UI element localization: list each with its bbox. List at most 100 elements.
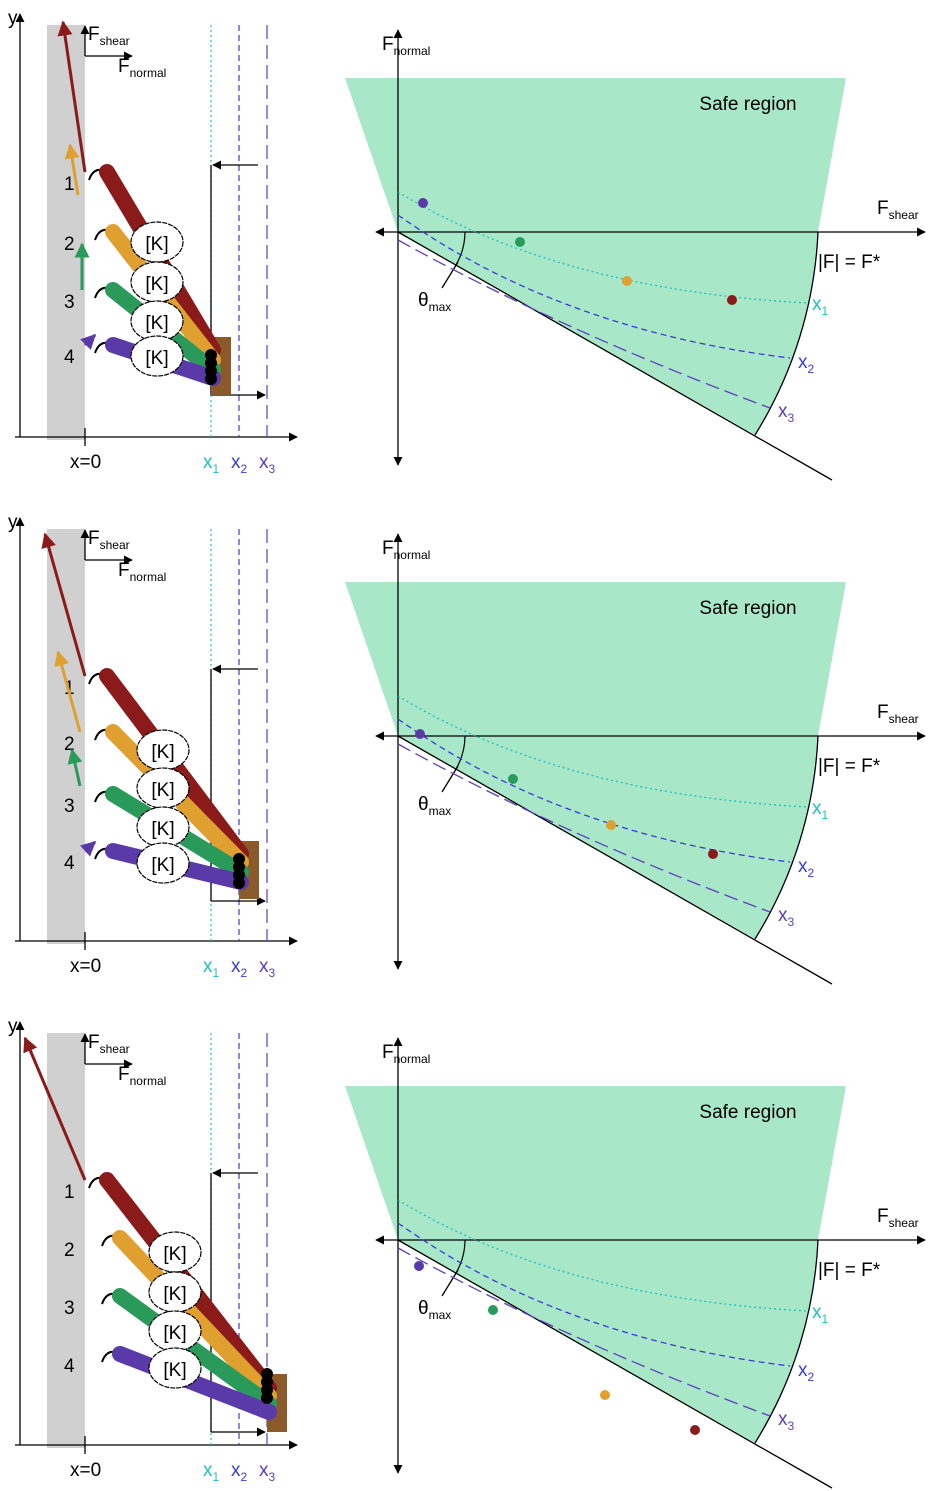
spring-label: [K] bbox=[163, 1360, 186, 1381]
joint bbox=[205, 373, 217, 385]
region-label: Safe region bbox=[699, 598, 796, 619]
shear-label-sub: shear bbox=[100, 1042, 130, 1056]
figure: yx=0FshearFnormalx1x2x31234[K][K][K][K]F… bbox=[0, 0, 931, 1491]
curve-label-main: x bbox=[812, 294, 822, 315]
shear-label-sub: shear bbox=[100, 538, 130, 552]
curve-label: x3 bbox=[778, 401, 795, 425]
shear-axis-label-main: F bbox=[877, 702, 889, 723]
leg-label: 3 bbox=[64, 292, 75, 313]
normal-label: Fnormal bbox=[118, 1064, 166, 1088]
panel: yx=0FshearFnormalx1x2x31234[K][K][K][K]F… bbox=[8, 512, 925, 984]
spring-label: [K] bbox=[151, 819, 174, 840]
force-point bbox=[622, 276, 632, 286]
position-label: x3 bbox=[259, 1460, 276, 1484]
angle-label-main: θ bbox=[418, 794, 429, 815]
joint bbox=[261, 1392, 273, 1404]
shear-axis-label-main: F bbox=[877, 198, 889, 219]
shear-axis-label-sub: shear bbox=[889, 1216, 919, 1230]
shear-axis-label: Fshear bbox=[877, 198, 919, 222]
curve-label-main: x bbox=[798, 856, 808, 877]
curve-label-main: x bbox=[812, 1302, 822, 1323]
normal-label-main: F bbox=[118, 56, 130, 77]
position-label: x1 bbox=[203, 452, 220, 476]
position-label-main: x bbox=[259, 956, 269, 977]
leg-label: 3 bbox=[64, 1298, 75, 1319]
angle-leader bbox=[442, 1270, 458, 1296]
force-point bbox=[418, 198, 428, 208]
leg-label: 2 bbox=[64, 234, 75, 255]
position-label-sub: 3 bbox=[269, 966, 276, 980]
position-label-sub: 2 bbox=[241, 462, 248, 476]
curve-label-main: x bbox=[798, 352, 808, 373]
angle-label-sub: max bbox=[429, 300, 452, 314]
origin-label: x=0 bbox=[70, 956, 101, 977]
curve-label: x2 bbox=[798, 352, 815, 376]
leg-label: 4 bbox=[64, 853, 75, 874]
curve-label: x3 bbox=[778, 1409, 795, 1433]
spring-label: [K] bbox=[145, 234, 168, 255]
normal-axis-label: Fnormal bbox=[382, 538, 430, 562]
position-label-sub: 1 bbox=[213, 1470, 220, 1484]
curve-label: x2 bbox=[798, 1360, 815, 1384]
normal-label-sub: normal bbox=[130, 1074, 167, 1088]
normal-label-main: F bbox=[118, 560, 130, 581]
region-label: Safe region bbox=[699, 1102, 796, 1123]
curve-label-main: x bbox=[778, 905, 788, 926]
position-label: x2 bbox=[231, 452, 248, 476]
position-label: x2 bbox=[231, 956, 248, 980]
position-label-main: x bbox=[203, 956, 213, 977]
angle-label-main: θ bbox=[418, 1298, 429, 1319]
position-label: x3 bbox=[259, 956, 276, 980]
curve-label-main: x bbox=[778, 401, 788, 422]
force-point bbox=[415, 729, 425, 739]
normal-axis-label-sub: normal bbox=[394, 1052, 431, 1066]
limit-label: |F| = F* bbox=[818, 1260, 881, 1281]
curve-label-sub: 1 bbox=[822, 808, 829, 822]
spring-label: [K] bbox=[163, 1284, 186, 1305]
shear-label: Fshear bbox=[88, 528, 130, 552]
normal-axis-label-main: F bbox=[382, 34, 394, 55]
shear-axis-label-sub: shear bbox=[889, 712, 919, 726]
shear-axis-label: Fshear bbox=[877, 702, 919, 726]
normal-label-sub: normal bbox=[130, 66, 167, 80]
normal-axis-label-main: F bbox=[382, 538, 394, 559]
force-point bbox=[488, 1305, 498, 1315]
angle-label-sub: max bbox=[429, 1308, 452, 1322]
leg-label: 2 bbox=[64, 1240, 75, 1261]
y-axis-label: y bbox=[8, 1016, 18, 1037]
curve-label-sub: 3 bbox=[788, 1419, 795, 1433]
curve-label-main: x bbox=[778, 1409, 788, 1430]
shear-label-main: F bbox=[88, 1032, 100, 1053]
angle-label: θmax bbox=[418, 794, 451, 818]
angle-label: θmax bbox=[418, 290, 451, 314]
curve-label-sub: 2 bbox=[808, 1370, 815, 1384]
spring-label: [K] bbox=[151, 742, 174, 763]
position-label-sub: 3 bbox=[269, 462, 276, 476]
spring-label: [K] bbox=[145, 313, 168, 334]
curve-label-sub: 3 bbox=[788, 411, 795, 425]
y-axis-label: y bbox=[8, 8, 18, 29]
force-point bbox=[515, 237, 525, 247]
shear-label: Fshear bbox=[88, 1032, 130, 1056]
curve-label: x2 bbox=[798, 856, 815, 880]
position-label-main: x bbox=[259, 1460, 269, 1481]
curve-label-sub: 2 bbox=[808, 362, 815, 376]
normal-axis-label-sub: normal bbox=[394, 548, 431, 562]
position-label-main: x bbox=[231, 1460, 241, 1481]
position-label-main: x bbox=[203, 1460, 213, 1481]
position-label: x3 bbox=[259, 452, 276, 476]
wall bbox=[47, 25, 85, 440]
curve-label: x1 bbox=[812, 294, 829, 318]
leg-label: 4 bbox=[64, 347, 75, 368]
angle-leader bbox=[442, 262, 458, 288]
spring-label: [K] bbox=[163, 1323, 186, 1344]
force-arrow bbox=[85, 335, 95, 345]
leg-label: 1 bbox=[64, 1182, 75, 1203]
normal-label-main: F bbox=[118, 1064, 130, 1085]
spring-label: [K] bbox=[151, 855, 174, 876]
normal-axis-label-sub: normal bbox=[394, 44, 431, 58]
curve-label: x1 bbox=[812, 1302, 829, 1326]
shear-axis-label-main: F bbox=[877, 1206, 889, 1227]
force-point bbox=[606, 820, 616, 830]
